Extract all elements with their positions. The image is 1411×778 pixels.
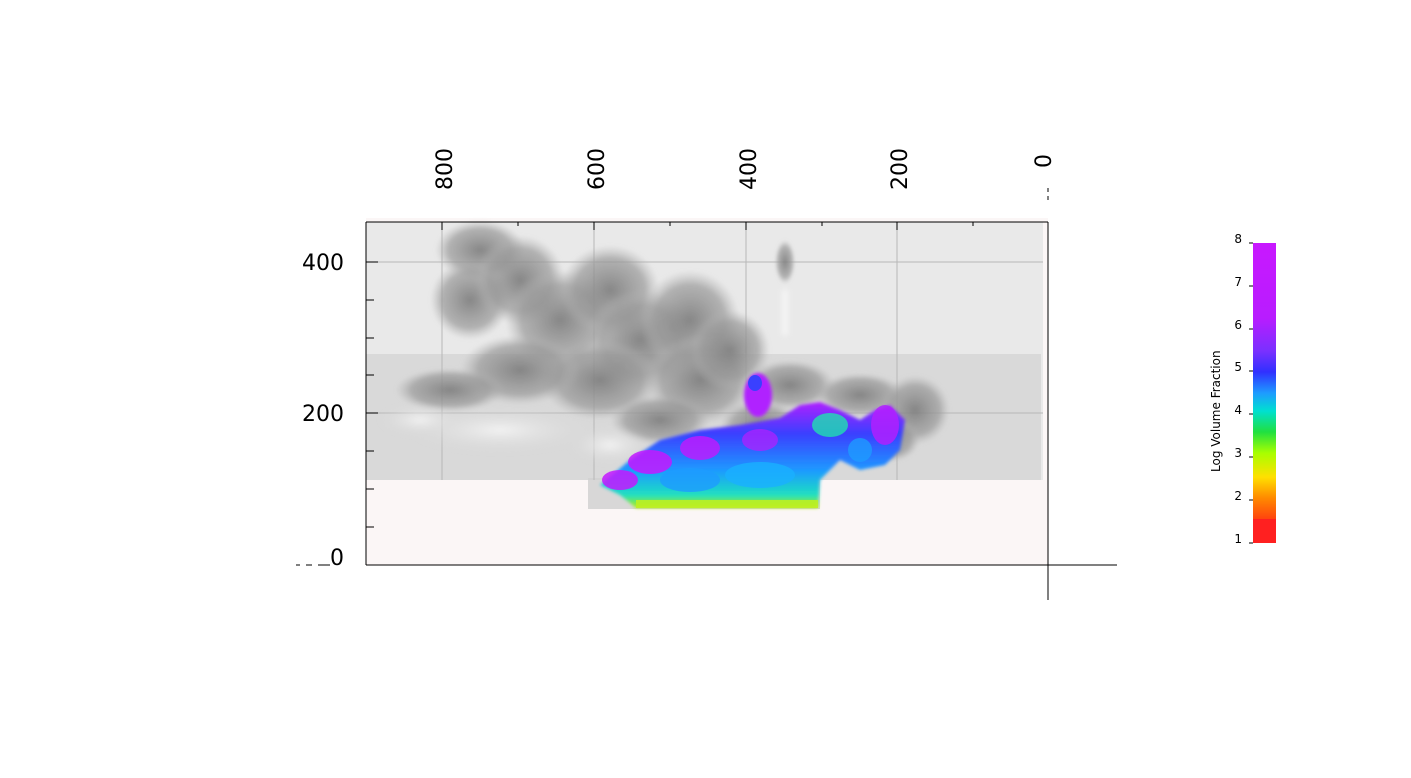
- axes-lines: [365, 221, 1117, 600]
- colorbar-label: Log Volume Fraction: [1209, 350, 1223, 472]
- colored-plume: [600, 373, 905, 508]
- x-tick-marks: [441, 188, 1049, 230]
- colorbar-tick-label: 2: [1234, 489, 1242, 503]
- y-tick-label: 0: [330, 546, 344, 571]
- y-tick-labels: 400 200 0: [302, 251, 344, 571]
- colorbar-tick-label: 7: [1234, 275, 1242, 289]
- x-tick-label: 400: [737, 148, 762, 190]
- y-tick-label: 200: [302, 402, 344, 427]
- x-tick-label: 600: [585, 148, 610, 190]
- colorbar-bottom-band: [1253, 519, 1276, 543]
- x-tick-label: 200: [888, 148, 913, 190]
- colorbar: 8 7 6 5 4 3 2 1 Log Volume Fraction: [1209, 232, 1276, 546]
- colorbar-tick-label: 1: [1234, 532, 1242, 546]
- colorbar-tick-label: 8: [1234, 232, 1242, 246]
- smoke-light-patch: [380, 290, 788, 463]
- colorbar-tick-label: 5: [1234, 360, 1242, 374]
- y-tick-label: 400: [302, 251, 344, 276]
- x-tick-label: 0: [1032, 154, 1057, 168]
- x-tick-labels: 800 600 400 200 0: [433, 148, 1057, 190]
- smoke-cloud: [395, 220, 950, 462]
- colorbar-tick-label: 4: [1234, 403, 1242, 417]
- colorbar-tick-label: 6: [1234, 318, 1242, 332]
- x-tick-label: 800: [433, 148, 458, 190]
- colorbar-gradient: [1253, 243, 1276, 543]
- colorbar-tick-label: 3: [1234, 446, 1242, 460]
- y-tick-marks: [296, 261, 378, 566]
